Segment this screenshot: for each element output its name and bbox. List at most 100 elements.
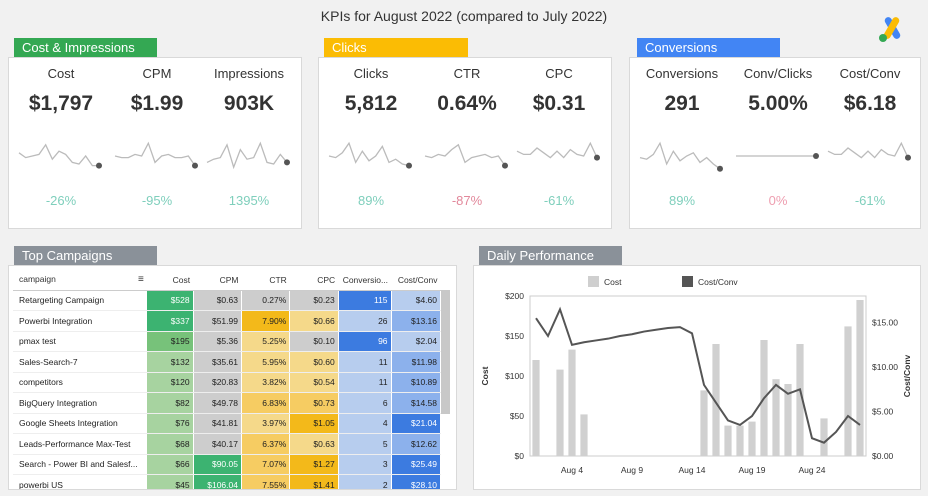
kpi-change: 89% <box>357 193 385 208</box>
kpi-change: -87% <box>451 193 483 208</box>
plot-area <box>529 295 867 457</box>
sparkline-endpoint <box>284 159 290 166</box>
kpi-value: $1,797 <box>28 92 94 115</box>
table-cell: $528 <box>146 290 194 311</box>
table-cell: 5.25% <box>241 331 291 352</box>
column-header-label: campaign <box>19 274 56 285</box>
table-cell: $5.36 <box>193 331 242 352</box>
google-ads-logo <box>879 17 901 42</box>
section-top-campaigns: Top Campaigns <box>14 246 157 266</box>
table-row[interactable]: Search - Power BI and Salesf... $66 $90.05… <box>13 454 442 475</box>
legend-swatch-cost <box>588 276 599 287</box>
table-row[interactable]: Google Sheets Integration $76 $41.81 3.97% $… <box>13 413 442 434</box>
table-cell: $337 <box>146 310 194 332</box>
table-row[interactable]: Retargeting Campaign $528 $0.63 0.27% $0.23 1… <box>13 290 442 311</box>
column-header-conversions[interactable]: Conversio... <box>338 270 392 291</box>
column-header-cpm[interactable]: CPM <box>193 270 242 291</box>
table-row[interactable]: Leads-Performance Max-Test $68 $40.17 6.37%… <box>13 433 442 455</box>
table-row[interactable]: powerbi US $45 $106.04 7.55% $1.41 2 $28.10 <box>13 474 442 489</box>
table-cell: $82 <box>146 392 194 414</box>
campaign-name-cell: Sales-Search-7 <box>13 351 148 373</box>
table-row[interactable]: Sales-Search-7 $132 $35.61 5.95% $0.60 11 $11.… <box>13 351 442 373</box>
bar-cost <box>712 344 720 456</box>
table-cell: $76 <box>146 413 194 434</box>
sparkline <box>328 141 412 169</box>
column-header-cost-conv[interactable]: Cost/Conv <box>391 270 441 291</box>
table-cell: $51.99 <box>193 310 242 332</box>
bar-cost <box>820 418 828 456</box>
y-axis-label: Cost <box>480 366 490 385</box>
column-header-ctr[interactable]: CTR <box>241 270 290 291</box>
campaign-name-cell: BigQuery Integration <box>13 392 148 414</box>
table-cell: $195 <box>146 331 194 352</box>
column-header-cpc[interactable]: CPC <box>289 270 339 291</box>
table-row[interactable]: competitors $120 $20.83 3.82% $0.54 11 $10.89 <box>13 372 442 393</box>
table-cell: $14.58 <box>391 392 442 414</box>
x-tick-label: Aug 4 <box>561 465 583 475</box>
y2-tick-label: $0.00 <box>872 451 894 461</box>
section-clicks: Clicks <box>324 38 468 58</box>
table-cell: $1.41 <box>289 474 339 489</box>
conversions-panel: Conversions 291 89% Conv/Clicks 5.00% 0%… <box>629 57 921 229</box>
table-cell: $49.78 <box>193 392 242 414</box>
clicks-panel: Clicks 5,812 89% CTR 0.64% -87% CPC $0.3… <box>318 57 612 229</box>
kpi-label: CPM <box>142 66 172 81</box>
table-body: Retargeting Campaign $528 $0.63 0.27% $0.23 1… <box>13 290 442 489</box>
kpi-label: Cost <box>47 66 75 81</box>
table-cell: $0.63 <box>289 433 339 455</box>
campaign-name-cell: competitors <box>13 372 148 393</box>
sparkline <box>206 141 290 170</box>
campaign-name-cell: Powerbi Integration <box>13 310 148 332</box>
y-tick-label: $50 <box>510 411 524 421</box>
sparkline-endpoint <box>406 162 412 169</box>
sparkline <box>18 143 102 169</box>
table-cell: $21.04 <box>391 413 442 434</box>
kpi-label: Cost/Conv <box>839 66 901 81</box>
campaign-name-cell: powerbi US <box>13 474 148 489</box>
sparkline-endpoint <box>813 153 819 159</box>
column-header-cost[interactable]: Cost <box>146 270 194 291</box>
campaign-name-cell: Leads-Performance Max-Test <box>13 433 148 455</box>
table-cell: $132 <box>146 351 194 373</box>
table-cell: 26 <box>338 310 392 332</box>
kpi-change: -26% <box>45 193 77 208</box>
table-cell: $90.05 <box>193 454 242 475</box>
y-tick-label: $0 <box>515 451 525 461</box>
kpi-change: -61% <box>854 193 886 208</box>
table-cell: $13.16 <box>391 310 442 332</box>
table-cell: $1.05 <box>289 413 339 434</box>
table-cell: 11 <box>338 351 392 373</box>
kpi-label: Conversions <box>645 66 719 81</box>
table-cell: 11 <box>338 372 392 393</box>
sparkline <box>114 141 198 169</box>
kpi-impressions: Impressions 903K 1395% <box>201 58 297 228</box>
sparkline <box>827 141 911 161</box>
column-header-campaign[interactable]: campaign ≡ <box>13 270 147 291</box>
section-cost-impressions: Cost & Impressions <box>14 38 157 58</box>
kpi-change: 0% <box>768 193 788 208</box>
table-row[interactable]: pmax test $195 $5.36 5.25% $0.10 96 $2.04 <box>13 331 442 352</box>
table-cell: $0.66 <box>289 310 339 332</box>
y2-tick-label: $10.00 <box>872 362 898 372</box>
line-cost-conv <box>535 306 861 444</box>
kpi-conversions: Conversions 291 89% <box>634 58 730 228</box>
table-scrollbar[interactable] <box>441 290 450 414</box>
sparkline-path <box>114 141 196 166</box>
table-cell: $45 <box>146 474 194 489</box>
sort-icon[interactable]: ≡ <box>137 274 144 286</box>
bar-cost <box>724 425 732 456</box>
sparkline-path <box>18 143 99 167</box>
table-cell: $28.10 <box>391 474 442 489</box>
bar-cost <box>784 384 792 456</box>
kpi-cpc: CPC $0.31 -61% <box>511 58 607 228</box>
kpi-change: -95% <box>141 193 173 208</box>
table-cell: $11.98 <box>391 351 442 373</box>
kpi-value: 0.64% <box>437 92 497 115</box>
table-row[interactable]: BigQuery Integration $82 $49.78 6.83% $0.73 6… <box>13 392 442 414</box>
kpi-ctr: CTR 0.64% -87% <box>419 58 515 228</box>
bar-cost <box>700 390 708 456</box>
sparkline <box>639 141 723 172</box>
campaigns-table: campaign ≡ Cost CPM CTR CPC Conversio...… <box>13 270 442 489</box>
table-row[interactable]: Powerbi Integration $337 $51.99 7.90% $0.66 2… <box>13 310 442 332</box>
kpi-cpm: CPM $1.99 -95% <box>109 58 205 228</box>
